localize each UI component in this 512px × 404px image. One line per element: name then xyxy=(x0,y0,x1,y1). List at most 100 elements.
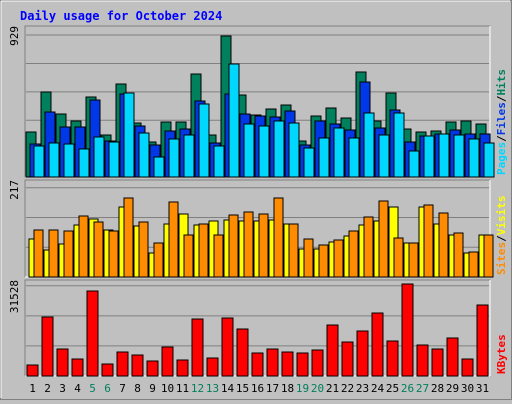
bar-pages-day-10 xyxy=(168,138,180,178)
legend-visits-sites: Sites/Visits xyxy=(495,196,508,276)
bar-kbytes-day-20 xyxy=(311,349,324,377)
bar-pages-day-21 xyxy=(333,127,345,178)
bar-kbytes-day-8 xyxy=(131,354,144,377)
panel-visits-sites: 217 Sites/Visits xyxy=(8,179,508,278)
legend-separator: / xyxy=(495,235,508,242)
bar-sites-day-24 xyxy=(378,200,389,278)
max-label-kbytes: 31528 xyxy=(8,280,21,313)
bar-kbytes-day-17 xyxy=(266,348,279,377)
chart-title: Daily usage for October 2024 xyxy=(20,9,222,23)
legend-kbytes: KBytes xyxy=(495,334,508,374)
x-label-day-11: 11 xyxy=(176,382,189,395)
x-label-day-15: 15 xyxy=(236,382,249,395)
x-label-day-29: 29 xyxy=(446,382,459,395)
legend-item-pages: Pages xyxy=(495,142,508,175)
bar-sites-day-13 xyxy=(213,234,224,278)
x-label-day-6: 6 xyxy=(104,382,111,395)
legend-hits-files-pages: Pages/Files/Hits xyxy=(495,69,508,175)
bar-kbytes-day-16 xyxy=(251,352,264,377)
bar-pages-day-16 xyxy=(258,125,270,178)
legend-separator: / xyxy=(495,95,508,102)
bar-pages-day-18 xyxy=(288,122,300,178)
bar-pages-day-25 xyxy=(393,112,405,178)
bar-kbytes-day-11 xyxy=(176,359,189,377)
bar-sites-day-26 xyxy=(408,242,419,278)
bar-kbytes-day-2 xyxy=(41,316,54,377)
bar-sites-day-14 xyxy=(228,214,239,278)
bar-kbytes-day-15 xyxy=(236,328,249,377)
bar-pages-day-19 xyxy=(303,147,315,178)
bar-pages-day-5 xyxy=(93,136,105,178)
bar-sites-day-31 xyxy=(483,234,494,278)
bar-kbytes-day-3 xyxy=(56,348,69,377)
x-label-day-17: 17 xyxy=(266,382,279,395)
bar-sites-day-9 xyxy=(153,242,164,278)
bar-kbytes-day-23 xyxy=(356,330,369,377)
bar-kbytes-day-19 xyxy=(296,352,309,377)
bar-kbytes-day-14 xyxy=(221,317,234,377)
bar-sites-day-2 xyxy=(48,229,59,278)
bar-sites-day-19 xyxy=(303,238,314,278)
bar-pages-day-28 xyxy=(438,133,450,178)
bar-pages-day-8 xyxy=(138,132,150,178)
x-label-day-22: 22 xyxy=(341,382,354,395)
x-label-day-4: 4 xyxy=(74,382,81,395)
bar-pages-day-23 xyxy=(363,112,375,178)
bar-kbytes-day-30 xyxy=(461,358,474,377)
bar-pages-day-12 xyxy=(198,103,210,178)
bar-kbytes-day-22 xyxy=(341,341,354,377)
bar-sites-day-4 xyxy=(78,215,89,278)
bar-pages-day-22 xyxy=(348,137,360,178)
bar-pages-day-14 xyxy=(228,63,240,178)
bar-pages-day-30 xyxy=(468,138,480,178)
bar-sites-day-5 xyxy=(93,221,104,278)
bar-pages-day-13 xyxy=(213,145,225,178)
bar-pages-day-7 xyxy=(123,92,135,178)
legend-item-visits: Visits xyxy=(495,196,508,236)
bar-kbytes-day-1 xyxy=(26,364,39,377)
bar-sites-day-18 xyxy=(288,223,299,278)
bar-pages-day-9 xyxy=(153,156,165,178)
bar-pages-day-20 xyxy=(318,137,330,178)
x-label-day-9: 9 xyxy=(149,382,156,395)
legend-separator: / xyxy=(495,135,508,142)
x-label-day-26: 26 xyxy=(401,382,414,395)
bar-kbytes-day-21 xyxy=(326,324,339,377)
x-label-day-12: 12 xyxy=(191,382,204,395)
x-label-day-10: 10 xyxy=(161,382,174,395)
bar-kbytes-day-24 xyxy=(371,312,384,377)
x-label-day-20: 20 xyxy=(311,382,324,395)
bar-kbytes-day-25 xyxy=(386,340,399,377)
bar-kbytes-day-6 xyxy=(101,363,114,377)
bar-kbytes-day-27 xyxy=(416,344,429,377)
x-label-day-7: 7 xyxy=(119,382,126,395)
bar-kbytes-day-12 xyxy=(191,318,204,377)
bar-sites-day-7 xyxy=(123,197,134,278)
bar-sites-day-12 xyxy=(198,223,209,278)
bar-pages-day-4 xyxy=(78,148,90,178)
x-label-day-24: 24 xyxy=(371,382,385,395)
legend-item-sites: Sites xyxy=(495,242,508,275)
bar-pages-day-11 xyxy=(183,134,195,178)
series-kbytes xyxy=(26,283,489,377)
series-sites xyxy=(33,197,494,278)
x-label-day-25: 25 xyxy=(386,382,399,395)
legend-item-kbytes: KBytes xyxy=(495,334,508,374)
x-label-day-16: 16 xyxy=(251,382,264,395)
bar-sites-day-28 xyxy=(438,212,449,278)
bar-kbytes-day-7 xyxy=(116,351,129,377)
bar-sites-day-8 xyxy=(138,221,149,278)
legend-item-files: Files xyxy=(495,102,508,135)
x-label-day-8: 8 xyxy=(134,382,141,395)
max-label-hits-files-pages: 929 xyxy=(8,26,21,46)
x-label-day-5: 5 xyxy=(89,382,96,395)
bar-sites-day-10 xyxy=(168,201,179,278)
bar-sites-day-23 xyxy=(363,216,374,278)
bar-kbytes-day-10 xyxy=(161,346,174,377)
x-label-day-2: 2 xyxy=(44,382,51,395)
bar-pages-day-3 xyxy=(63,143,75,178)
bar-kbytes-day-4 xyxy=(71,358,84,377)
